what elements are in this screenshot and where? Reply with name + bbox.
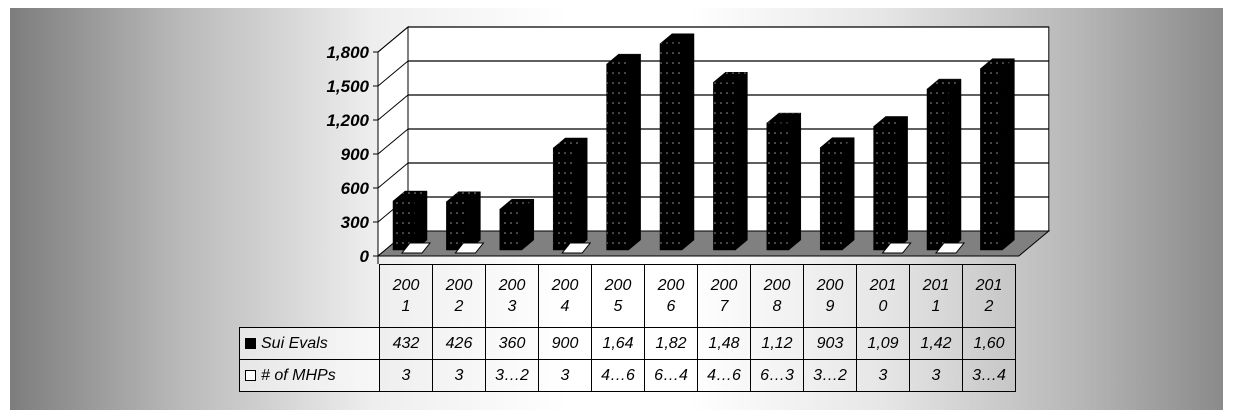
gridline (377, 162, 409, 189)
bar-sui-evals-2006 (659, 33, 695, 251)
y-tick-label: 1,800 (326, 43, 369, 62)
bar-sui-evals-2003 (499, 198, 535, 251)
data-label: 1,12 (750, 327, 804, 360)
category-label-2004: 2004 (538, 264, 592, 328)
data-label: 3 (432, 359, 486, 392)
data-label: 1,82 (644, 327, 698, 360)
data-label: 1,09 (856, 327, 910, 360)
y-tick-label: 1,500 (326, 77, 369, 96)
y-tick-label: 900 (341, 145, 370, 164)
data-label: 3 (856, 359, 910, 392)
gridline (377, 60, 409, 87)
bar-sui-evals-2008 (766, 112, 802, 251)
bar-sui-evals-2004 (552, 137, 588, 251)
series-row: Sui Evals 432 426 360 900 1,64 1,82 1,48 1,12 90… (239, 327, 1016, 360)
legend-swatch (245, 337, 256, 349)
legend-swatch (245, 369, 256, 381)
gridline (377, 128, 409, 155)
bar-mhps-2004 (561, 242, 592, 254)
bars (392, 33, 1016, 254)
bar-mhps-2001 (400, 242, 432, 254)
gridline (377, 94, 409, 121)
category-label-2001: 2001 (379, 264, 433, 328)
bar-sui-evals-2005 (605, 53, 642, 251)
bar-mhps-2010 (881, 242, 912, 254)
gridline (377, 26, 409, 53)
data-label: 3…2 (485, 359, 539, 392)
legend-entry-mhps: # of MHPs (239, 359, 380, 392)
category-label-2005: 2005 (591, 264, 645, 328)
data-label: 426 (432, 327, 486, 360)
data-label: 1,64 (591, 327, 645, 360)
data-label: 1,60 (962, 327, 1016, 360)
category-label-2012: 2012 (962, 264, 1016, 328)
bar-sui-evals-2002 (445, 191, 482, 251)
category-label-2003: 2003 (485, 264, 539, 328)
data-label: 4…6 (591, 359, 645, 392)
data-label: 900 (538, 327, 592, 360)
y-tick-label: 300 (341, 213, 370, 232)
data-label: 432 (379, 327, 433, 360)
category-label-2002: 2002 (432, 264, 486, 328)
data-label: 3…4 (962, 359, 1016, 392)
bar-sui-evals-2001 (392, 190, 428, 251)
data-label: 3…2 (803, 359, 857, 392)
y-tick-label: 0 (360, 247, 370, 266)
y-tick-label: 1,200 (326, 111, 369, 130)
data-label: 3 (379, 359, 433, 392)
bar-sui-evals-2010 (872, 115, 909, 251)
y-tick-label: 600 (341, 179, 370, 198)
data-table: 2001 2002 2003 2004 2005 2006 2007 2008 2009 2010… (239, 264, 1016, 392)
chart-area: 0 300 600 900 1,200 1,500 1,800 2001 2002 2003 20… (10, 8, 1223, 410)
category-label-2006: 2006 (644, 264, 698, 328)
series-row: # of MHPs 3 3 3…2 3 4…6 6…4 4…6 6…3 3…2 3 3 3…4 (239, 359, 1016, 392)
data-label: 3 (538, 359, 592, 392)
data-label: 3 (909, 359, 963, 392)
legend-entry-sui-evals: Sui Evals (239, 327, 380, 360)
bar-sui-evals-2009 (819, 137, 855, 251)
category-row: 2001 2002 2003 2004 2005 2006 2007 2008 2009 2010… (240, 264, 1016, 328)
bar-sui-evals-2011 (926, 78, 962, 251)
series-name: Sui Evals (261, 334, 328, 352)
y-axis: 0 300 600 900 1,200 1,500 1,800 (326, 43, 379, 266)
data-label: 6…4 (644, 359, 698, 392)
data-label: 6…3 (750, 359, 804, 392)
category-label-2010: 2010 (856, 264, 910, 328)
bar-sui-evals-2007 (712, 71, 749, 251)
bar-chart-3d: 0 300 600 900 1,200 1,500 1,800 (326, 25, 1051, 266)
series-name: # of MHPs (261, 366, 336, 384)
bar-sui-evals-2012 (979, 58, 1016, 251)
category-label-2009: 2009 (803, 264, 857, 328)
data-label: 360 (485, 327, 539, 360)
data-label: 903 (803, 327, 857, 360)
bar-mhps-2011 (934, 242, 966, 254)
data-label: 4…6 (697, 359, 751, 392)
data-label: 1,48 (697, 327, 751, 360)
category-label-2008: 2008 (750, 264, 804, 328)
bar-mhps-2002 (454, 242, 485, 254)
category-label-2011: 2011 (909, 264, 963, 328)
category-label-2007: 2007 (697, 264, 751, 328)
data-label: 1,42 (909, 327, 963, 360)
